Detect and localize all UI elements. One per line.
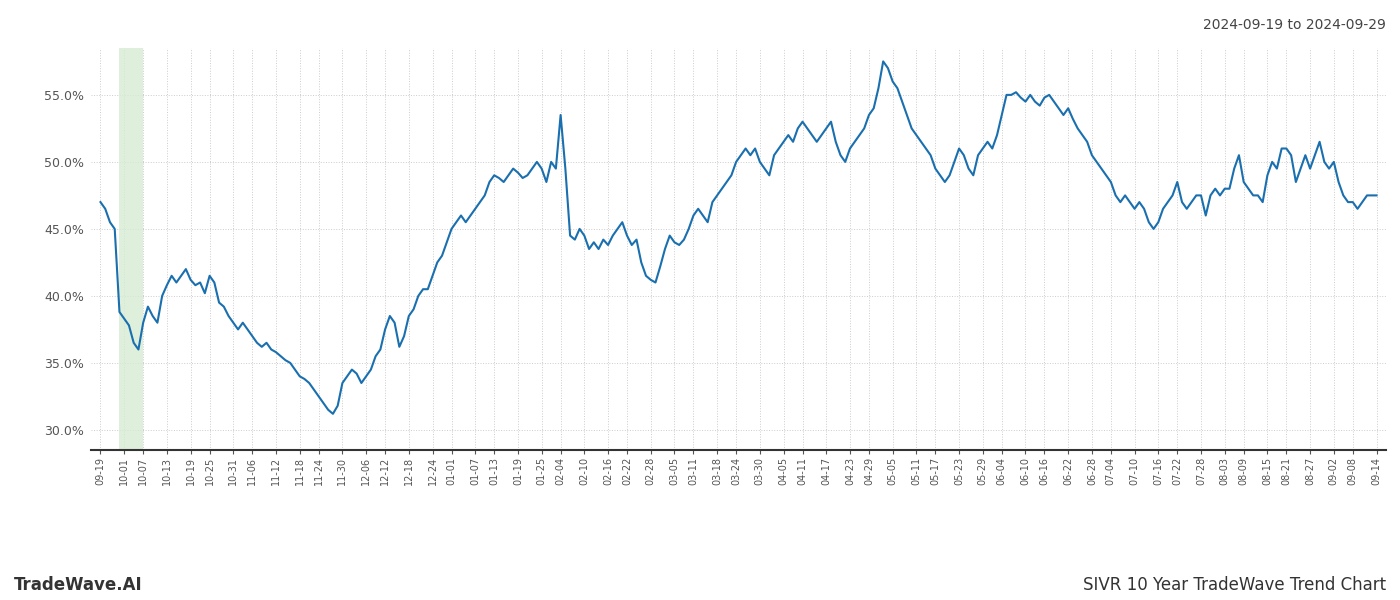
Text: TradeWave.AI: TradeWave.AI <box>14 576 143 594</box>
Bar <box>119 48 143 450</box>
Text: 2024-09-19 to 2024-09-29: 2024-09-19 to 2024-09-29 <box>1203 18 1386 32</box>
Text: SIVR 10 Year TradeWave Trend Chart: SIVR 10 Year TradeWave Trend Chart <box>1082 576 1386 594</box>
